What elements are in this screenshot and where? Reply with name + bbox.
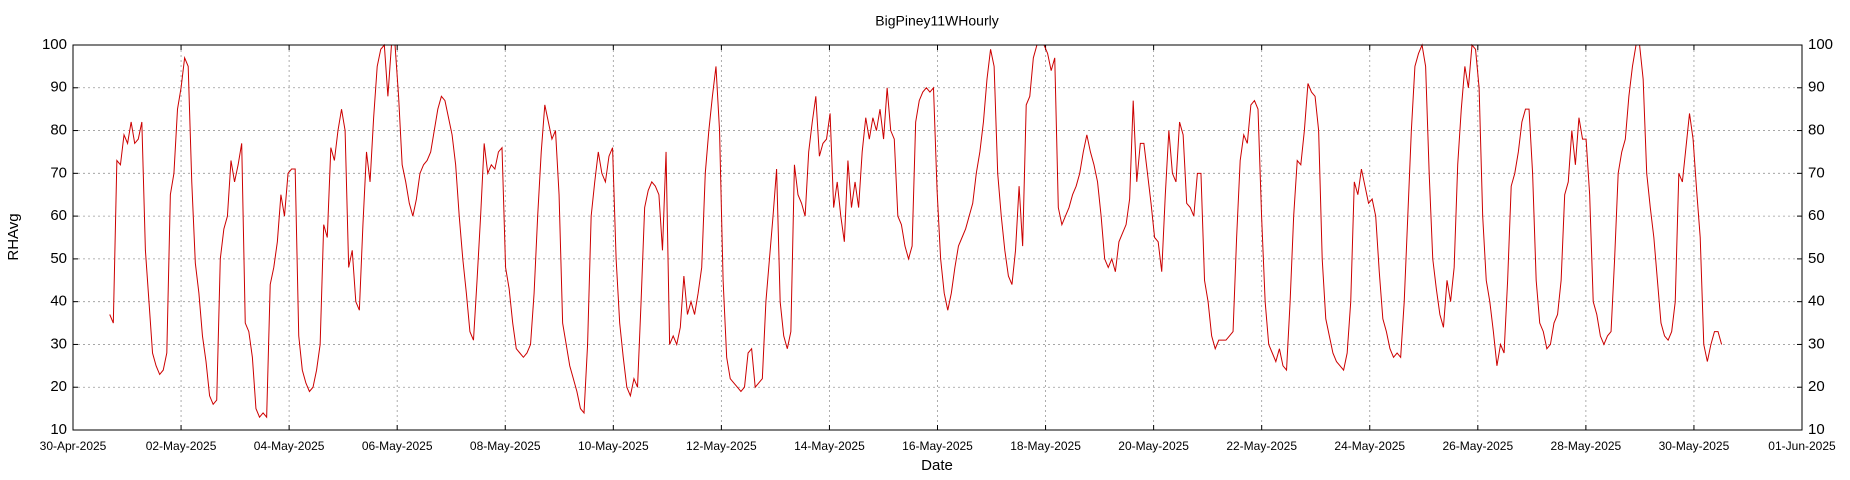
x-tick-label: 16-May-2025 (902, 439, 973, 453)
x-tick-label: 22-May-2025 (1226, 439, 1297, 453)
y-tick-label-right: 70 (1808, 164, 1825, 181)
data-line (109, 43, 1723, 419)
x-tick-label: 10-May-2025 (578, 439, 649, 453)
y-tick-label-right: 80 (1808, 122, 1825, 139)
chart-title: BigPiney11WHourly (875, 13, 998, 29)
plot-frame (72, 44, 1803, 431)
x-tick-label: 12-May-2025 (686, 439, 757, 453)
y-tick-label: 70 (50, 164, 67, 181)
x-tick-label: 14-May-2025 (794, 439, 865, 453)
y-tick-label: 40 (50, 293, 67, 310)
x-tick-label: 01-Jun-2025 (1768, 439, 1836, 453)
y-tick-label: 90 (50, 79, 67, 96)
x-tick-label: 30-May-2025 (1659, 439, 1730, 453)
x-axis-label: Date (921, 457, 953, 474)
x-tick-label: 28-May-2025 (1551, 439, 1622, 453)
y-tick-label-right: 90 (1808, 79, 1825, 96)
y-tick-label: 20 (50, 378, 67, 395)
x-tick-label: 20-May-2025 (1118, 439, 1189, 453)
y-axis-label: RHAvg (5, 213, 22, 260)
y-tick-label: 10 (50, 421, 67, 438)
y-tick-label-right: 20 (1808, 378, 1825, 395)
y-tick-label: 60 (50, 207, 67, 224)
y-tick-label: 80 (50, 122, 67, 139)
y-tick-label: 30 (50, 335, 67, 352)
x-tick-label: 08-May-2025 (470, 439, 541, 453)
y-tick-label-right: 100 (1808, 36, 1833, 53)
y-tick-label-right: 60 (1808, 207, 1825, 224)
y-tick-label-right: 40 (1808, 293, 1825, 310)
y-tick-label-right: 30 (1808, 335, 1825, 352)
x-tick-label: 02-May-2025 (146, 439, 217, 453)
x-tick-label: 04-May-2025 (254, 439, 325, 453)
x-tick-label: 18-May-2025 (1010, 439, 1081, 453)
x-tick-label: 26-May-2025 (1442, 439, 1513, 453)
x-tick-label: 24-May-2025 (1334, 439, 1405, 453)
y-tick-label-right: 10 (1808, 421, 1825, 438)
y-tick-label-right: 50 (1808, 250, 1825, 267)
x-tick-label: 30-Apr-2025 (40, 439, 107, 453)
x-tick-label: 06-May-2025 (362, 439, 433, 453)
y-tick-label: 50 (50, 250, 67, 267)
y-tick-label: 100 (42, 36, 67, 53)
